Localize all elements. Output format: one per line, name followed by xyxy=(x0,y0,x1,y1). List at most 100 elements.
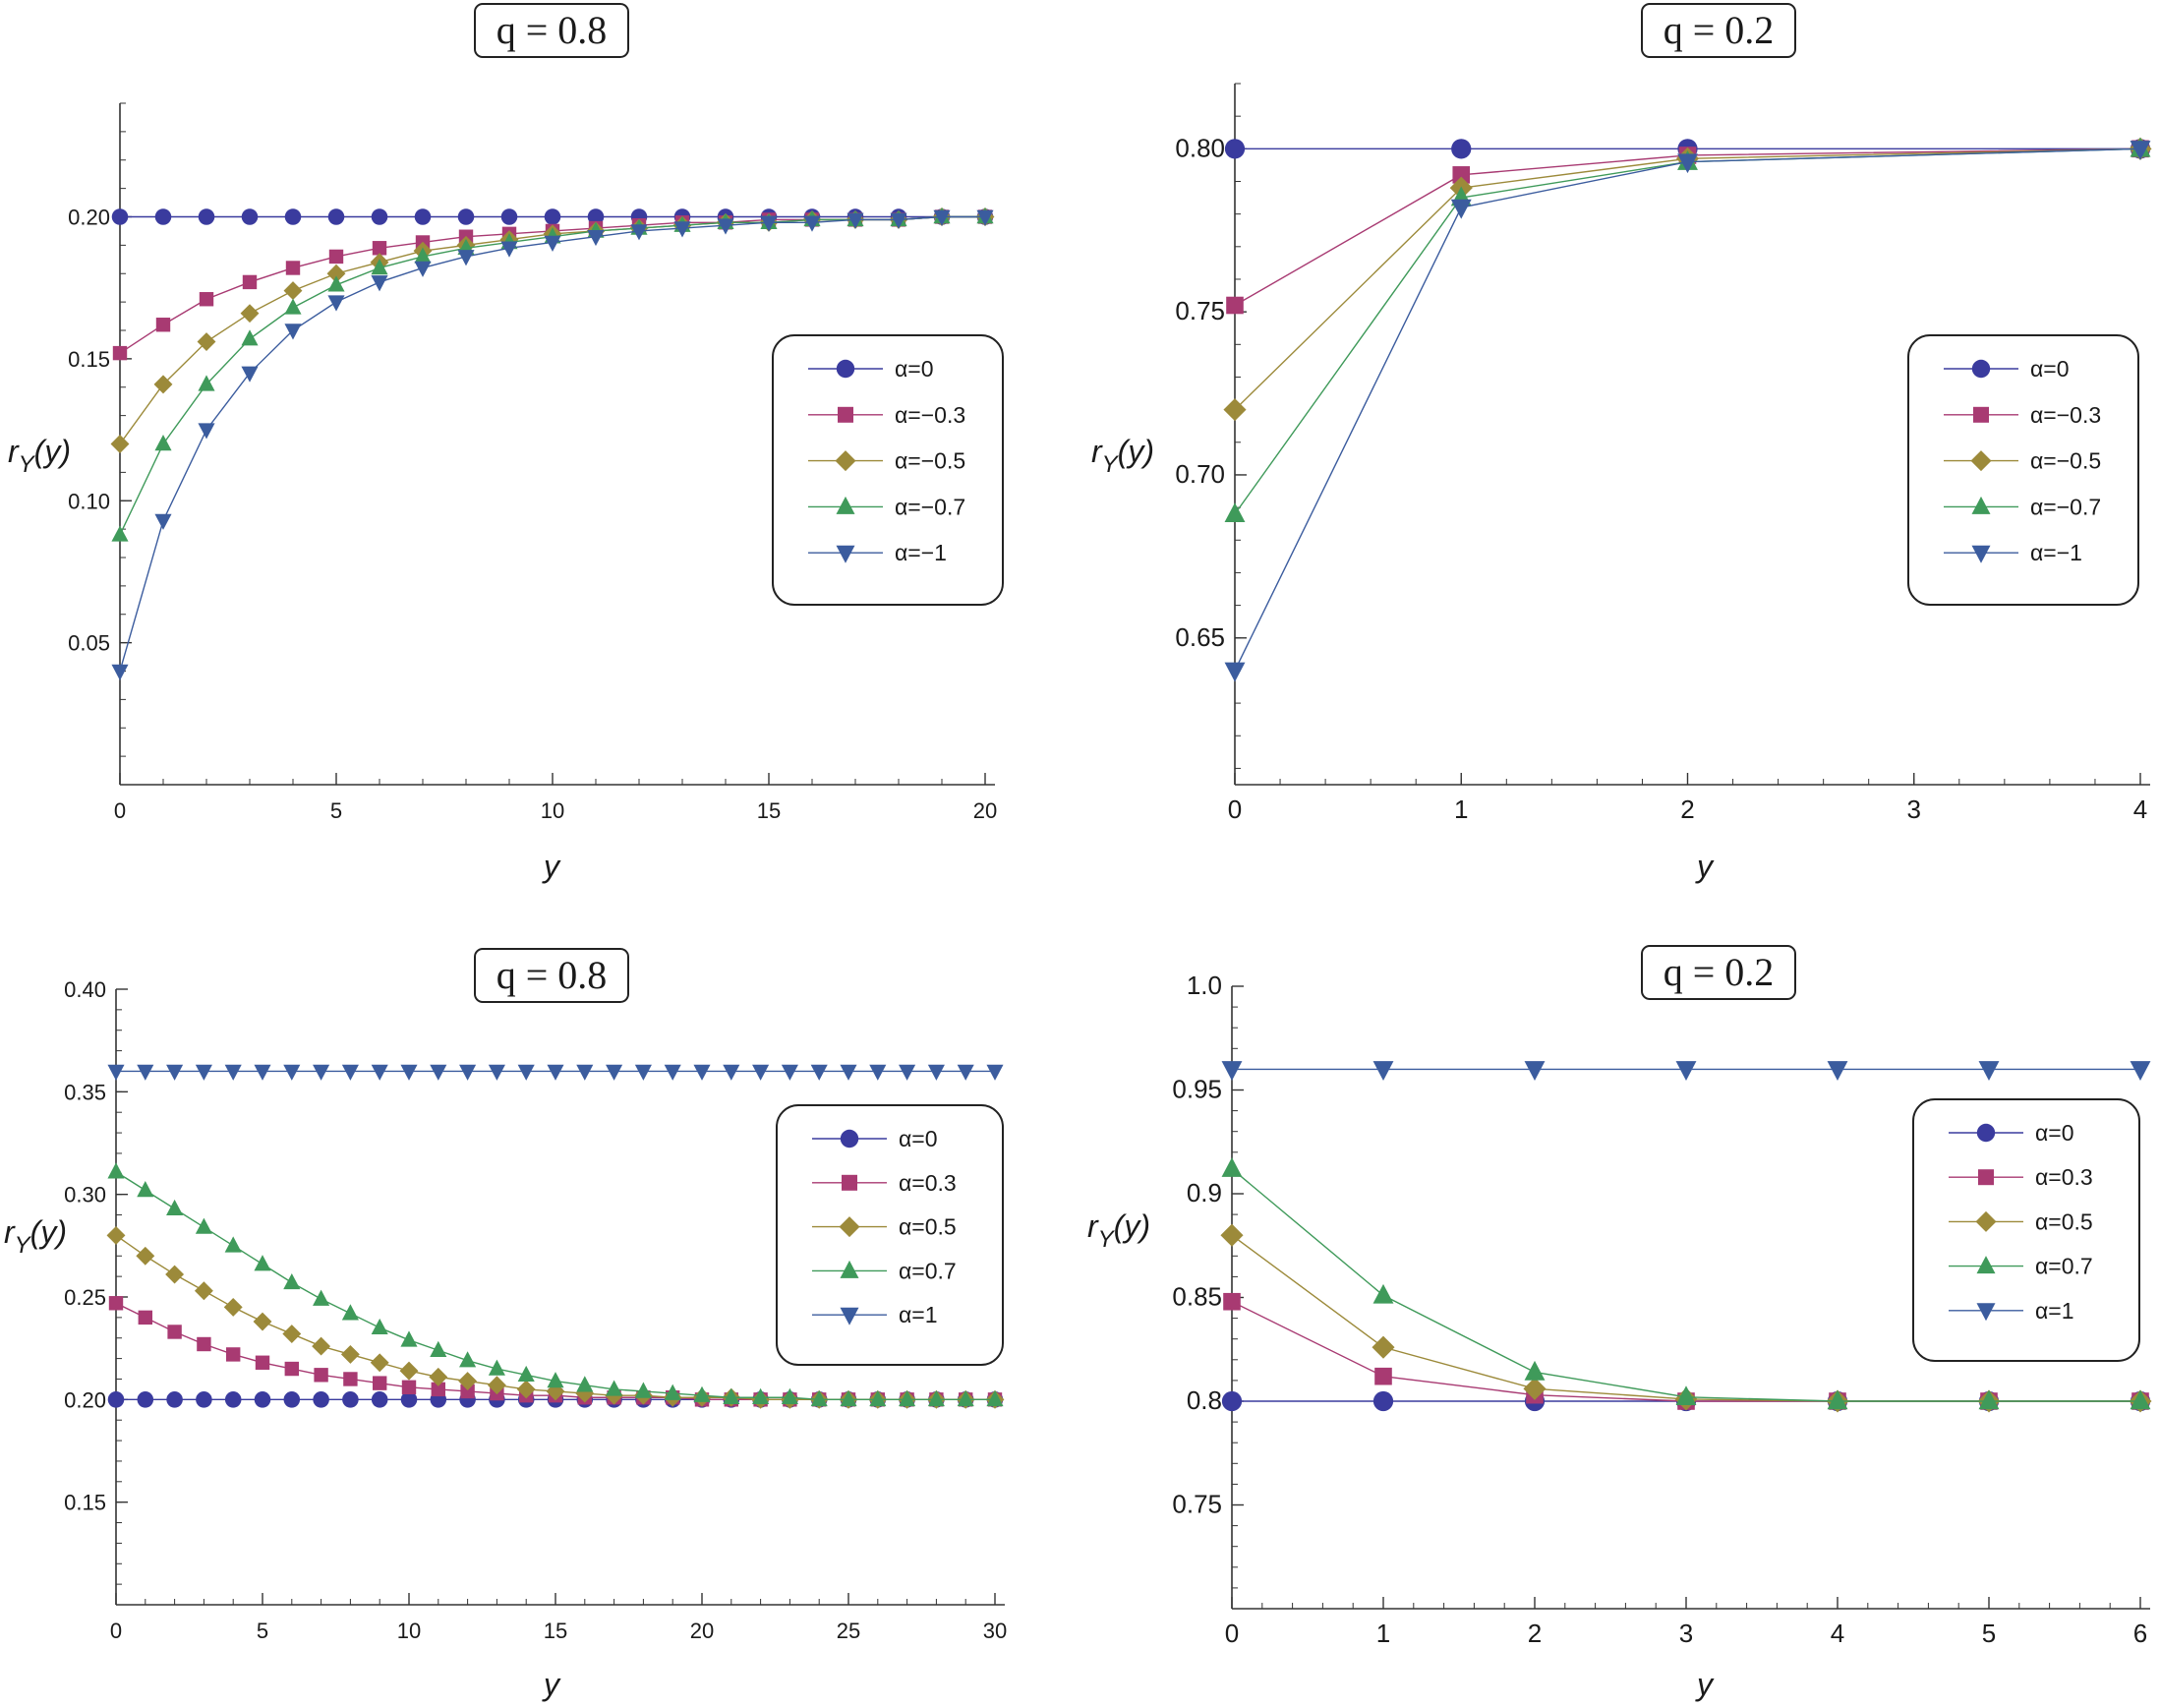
y-tick-label: 0.80 xyxy=(1175,133,1225,162)
series-triangle-down xyxy=(1221,1061,2151,1081)
chart-title: q = 0.2 xyxy=(1664,950,1775,994)
data-point xyxy=(1978,1389,2000,1410)
data-point xyxy=(1978,1061,2000,1081)
title-box xyxy=(1641,3,1796,58)
legend-box xyxy=(776,1104,1004,1366)
y-tick-label: 1.0 xyxy=(1187,971,1222,1000)
data-point xyxy=(154,208,172,225)
y-axis-label: rY(y) xyxy=(4,1214,67,1259)
data-point xyxy=(899,1064,916,1081)
data-point xyxy=(110,435,130,453)
data-point xyxy=(283,281,303,301)
legend-label: α=−0.3 xyxy=(2030,402,2101,428)
chart-panel-2: q = 0.2 0.65 0.70 0.75 0.80 0 1 2 3 4 y rY(y) α=0 α=−… xyxy=(1091,3,2152,884)
legend: α=0 α=−0.3 α=−0.5 α=−0.7 α=−1 xyxy=(772,334,1004,606)
data-point xyxy=(136,1246,155,1266)
data-point xyxy=(312,1336,331,1356)
data-point xyxy=(282,1325,302,1344)
data-point xyxy=(634,1382,652,1398)
data-point xyxy=(224,1391,242,1408)
data-point xyxy=(1450,199,1472,219)
data-point xyxy=(752,1387,770,1404)
data-point xyxy=(341,1064,359,1081)
data-point xyxy=(241,208,259,225)
data-point xyxy=(108,1296,124,1311)
data-point xyxy=(606,1380,623,1396)
legend-marker xyxy=(840,1129,859,1148)
legend-box xyxy=(772,334,1004,606)
data-point xyxy=(1827,1061,1848,1081)
data-point xyxy=(1220,1223,1244,1247)
data-point xyxy=(927,1064,945,1081)
title-box xyxy=(474,948,629,1003)
data-point xyxy=(254,1064,271,1081)
data-point xyxy=(869,1064,887,1081)
data-point xyxy=(957,1064,974,1081)
data-point xyxy=(664,1064,681,1081)
x-axis-label: y xyxy=(542,849,561,884)
data-point xyxy=(399,1361,419,1381)
data-point xyxy=(106,1225,126,1245)
data-point xyxy=(153,375,173,394)
y-tick-label: 0.15 xyxy=(68,347,110,372)
data-point xyxy=(781,1387,798,1404)
x-tick-label: 15 xyxy=(544,1619,567,1643)
data-point xyxy=(371,275,388,292)
x-tick-label: 3 xyxy=(1907,795,1921,824)
data-point xyxy=(457,250,475,266)
data-point xyxy=(195,1217,212,1234)
data-point xyxy=(431,1382,445,1397)
y-tick-label: 0.05 xyxy=(68,631,110,656)
data-point xyxy=(313,1289,330,1306)
data-point xyxy=(254,1255,271,1271)
x-tick-label: 20 xyxy=(690,1619,714,1643)
legend-marker xyxy=(840,1307,859,1325)
data-point xyxy=(1675,1061,1697,1081)
data-point xyxy=(328,249,344,265)
data-point xyxy=(1372,1061,1394,1081)
y-tick-label: 0.15 xyxy=(64,1491,106,1515)
data-point xyxy=(313,1064,330,1081)
x-tick-label: 25 xyxy=(837,1619,860,1643)
series-triangle-down xyxy=(107,1064,1004,1081)
legend-label: α=1 xyxy=(2035,1298,2074,1324)
x-tick-label: 2 xyxy=(1528,1619,1542,1648)
y-tick-label: 0.75 xyxy=(1175,296,1225,325)
data-point xyxy=(194,1281,213,1301)
x-axis-label: y xyxy=(1695,1667,1715,1702)
data-point xyxy=(240,304,260,324)
legend-box xyxy=(1912,1098,2140,1362)
data-point xyxy=(587,229,605,247)
data-point xyxy=(544,235,561,252)
data-point xyxy=(341,1304,359,1321)
data-point xyxy=(166,1199,184,1216)
data-point xyxy=(1226,296,1244,315)
data-point xyxy=(546,1382,565,1401)
data-point xyxy=(840,1064,857,1081)
y-tick-label: 0.40 xyxy=(64,977,106,1002)
legend-label: α=0 xyxy=(895,356,934,382)
series-line xyxy=(1234,147,2141,672)
x-tick-label: 6 xyxy=(2133,1619,2147,1648)
data-point xyxy=(630,224,648,241)
data-point xyxy=(198,375,215,391)
data-point xyxy=(283,1272,301,1290)
data-point xyxy=(1224,662,1246,682)
data-point xyxy=(1451,139,1472,159)
data-point xyxy=(500,241,518,258)
y-axis-label: rY(y) xyxy=(1091,434,1154,478)
x-tick-label: 1 xyxy=(1376,1619,1390,1648)
legend-label: α=0.5 xyxy=(899,1214,957,1240)
data-point xyxy=(986,1064,1004,1081)
data-point xyxy=(488,1359,505,1376)
chart-title: q = 0.8 xyxy=(496,8,608,52)
legend-marker xyxy=(836,359,855,379)
data-point xyxy=(957,1389,974,1407)
data-point xyxy=(370,1353,389,1373)
data-point xyxy=(400,1330,418,1347)
data-point xyxy=(1223,398,1247,422)
data-point xyxy=(199,292,214,307)
data-point xyxy=(107,1391,125,1408)
data-point xyxy=(342,1391,359,1408)
